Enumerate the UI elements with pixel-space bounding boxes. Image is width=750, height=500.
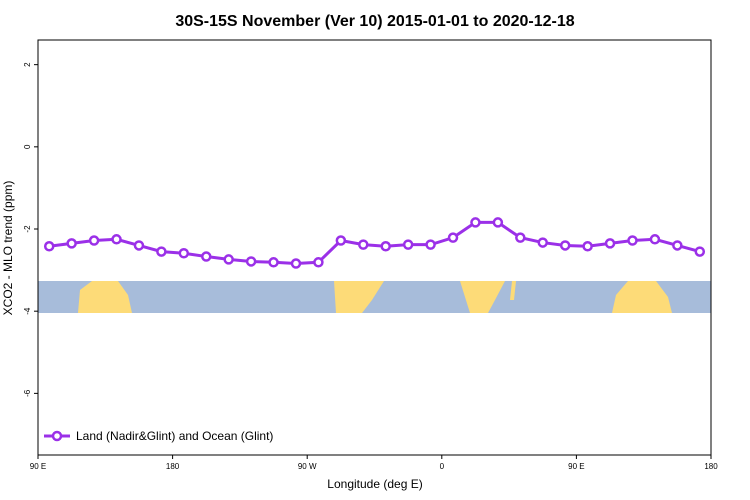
data-point: [380, 241, 391, 252]
data-point: [313, 257, 324, 268]
plot-frame: [37, 39, 712, 456]
x-axis-label: Longitude (deg E): [327, 477, 422, 491]
data-line: [49, 220, 701, 266]
data-point: [88, 235, 100, 246]
data-point: [133, 240, 145, 251]
y-tick-label: -6: [23, 389, 32, 397]
data-point: [515, 232, 526, 243]
data-point: [604, 238, 616, 249]
y-tick-label: 0: [23, 144, 32, 149]
data-point: [537, 237, 548, 248]
data-point: [156, 246, 167, 257]
data-point: [178, 248, 190, 259]
data-point: [425, 239, 436, 250]
data-point: [649, 234, 661, 245]
data-point: [335, 235, 347, 246]
x-tick-label: 180: [704, 462, 718, 471]
y-axis-label: XCO2 - MLO trend (ppm): [1, 181, 15, 316]
data-point: [66, 238, 77, 249]
data-point: [201, 251, 212, 262]
legend-marker: [51, 430, 63, 442]
x-tick-label: 90 W: [298, 462, 317, 471]
x-tick-label: 0: [440, 462, 445, 471]
y-tick-label: -4: [23, 307, 32, 315]
legend-label: Land (Nadir&Glint) and Ocean (Glint): [76, 429, 273, 443]
y-tick-label: 2: [23, 62, 32, 67]
data-point: [582, 241, 593, 252]
data-point: [223, 254, 234, 265]
data-point: [470, 217, 481, 228]
data-point: [111, 234, 122, 245]
data-point: [43, 241, 55, 252]
data-point: [245, 256, 257, 267]
data-point: [694, 246, 706, 257]
data-point: [268, 257, 279, 268]
data-point: [402, 239, 414, 250]
data-point: [447, 232, 459, 243]
map-strip: [38, 281, 711, 313]
x-tick-label: 90 E: [30, 462, 46, 471]
x-tick-label: 90 E: [568, 462, 584, 471]
data-point: [290, 258, 302, 269]
x-tick-label: 180: [166, 462, 180, 471]
data-point: [672, 240, 683, 251]
y-tick-label: -2: [23, 225, 32, 233]
chart-title: 30S-15S November (Ver 10) 2015-01-01 to …: [175, 13, 574, 30]
data-point: [358, 239, 369, 250]
data-point: [559, 240, 571, 251]
data-point: [492, 217, 504, 228]
data-point: [627, 235, 638, 246]
